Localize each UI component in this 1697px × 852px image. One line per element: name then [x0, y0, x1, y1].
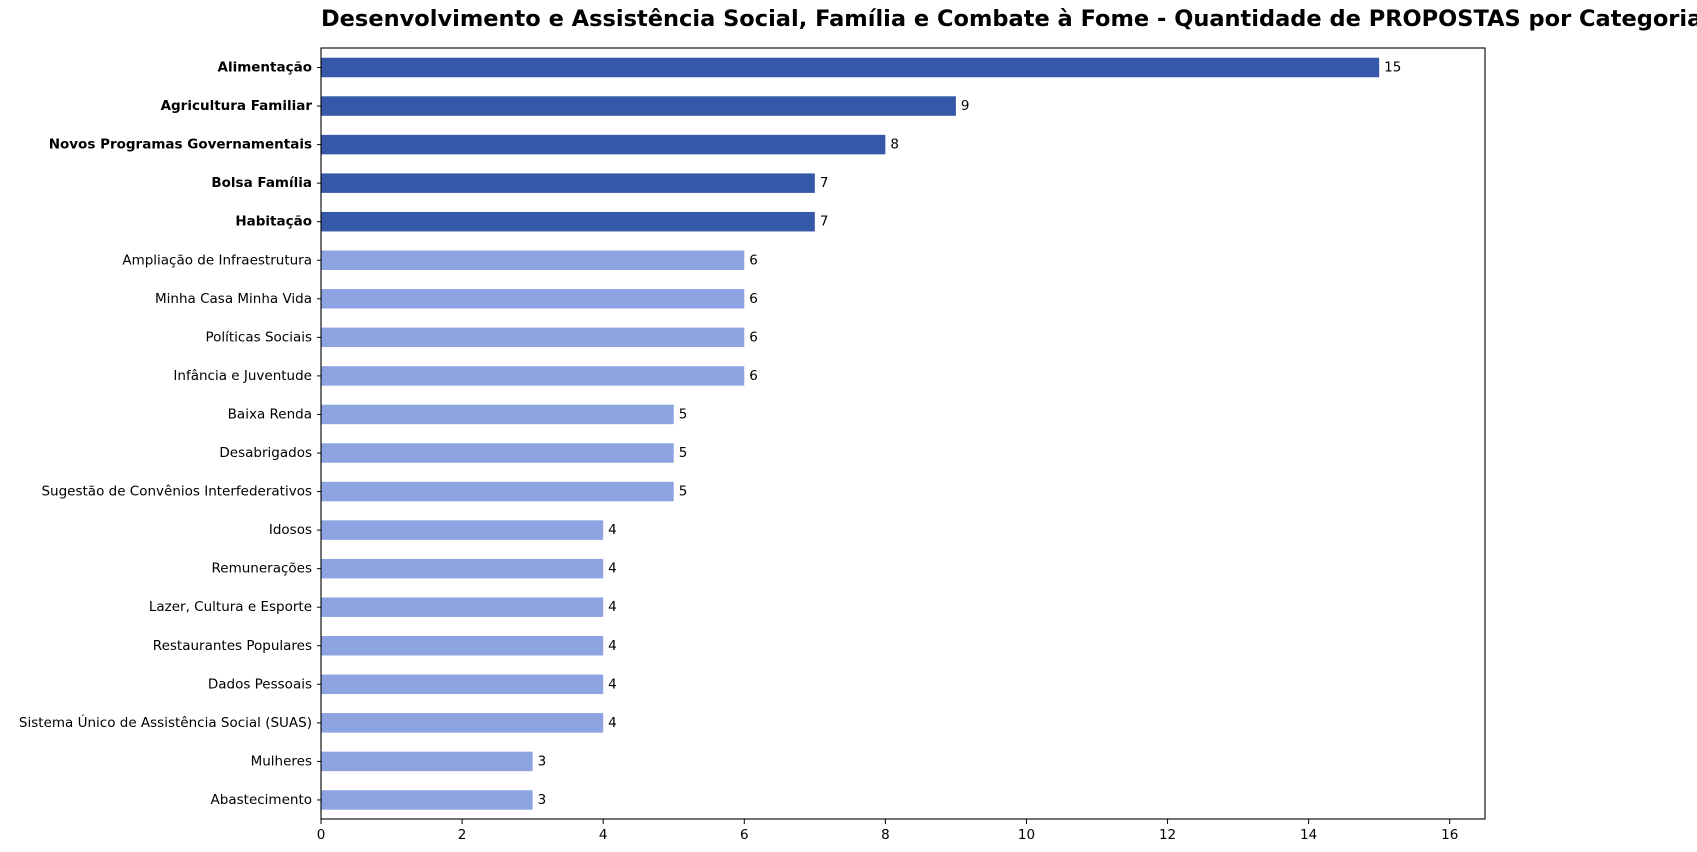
bar	[321, 366, 745, 386]
x-tick-label: 16	[1441, 827, 1458, 843]
value-label: 3	[538, 753, 547, 769]
bar	[321, 597, 604, 617]
x-tick-label: 6	[740, 827, 749, 843]
x-tick-label: 10	[1018, 827, 1035, 843]
bar	[321, 481, 674, 502]
bar	[321, 250, 745, 270]
category-label: Baixa Renda	[228, 406, 312, 422]
bar	[321, 57, 1380, 78]
plot-frame	[320, 47, 1486, 820]
bar	[321, 636, 604, 656]
category-label: Alimentação	[218, 60, 313, 76]
x-tick-label: 2	[458, 827, 467, 843]
bar	[321, 751, 533, 772]
value-label: 4	[608, 676, 617, 692]
category-label: Remunerações	[212, 561, 313, 577]
category-label: Habitação	[235, 214, 312, 230]
x-tick-label: 14	[1300, 827, 1317, 843]
value-label: 7	[820, 214, 829, 230]
bar	[321, 520, 604, 540]
value-label: 6	[749, 252, 758, 268]
bar	[321, 327, 745, 348]
value-label: 8	[890, 137, 899, 153]
x-tick-label: 12	[1159, 827, 1176, 843]
bar	[321, 289, 745, 309]
value-label: 15	[1384, 60, 1401, 76]
value-label: 6	[749, 291, 758, 307]
category-label: Minha Casa Minha Vida	[155, 291, 312, 307]
x-tick-label: 8	[881, 827, 890, 843]
category-label: Agricultura Familiar	[161, 98, 313, 114]
bar	[321, 713, 604, 733]
category-label: Restaurantes Populares	[153, 638, 312, 654]
value-label: 5	[679, 484, 688, 500]
value-label: 9	[961, 98, 970, 114]
value-label: 6	[749, 368, 758, 384]
value-label: 4	[608, 561, 617, 577]
category-label: Ampliação de Infraestrutura	[122, 252, 312, 268]
category-label: Idosos	[269, 522, 312, 538]
value-label: 6	[749, 329, 758, 345]
category-label: Abastecimento	[211, 792, 312, 808]
category-label: Sugestão de Convênios Interfederativos	[41, 484, 312, 500]
bar	[321, 558, 604, 579]
bar	[321, 173, 815, 193]
value-label: 5	[679, 406, 688, 422]
category-label: Novos Programas Governamentais	[49, 137, 312, 153]
bar	[321, 674, 604, 695]
category-label: Sistema Único de Assistência Social (SUA…	[19, 713, 312, 731]
category-label: Lazer, Cultura e Esporte	[149, 599, 312, 615]
category-label: Mulheres	[251, 753, 312, 769]
category-label: Infância e Juventude	[173, 368, 312, 384]
category-label: Dados Pessoais	[208, 676, 312, 692]
value-label: 3	[538, 792, 547, 808]
x-tick-label: 0	[317, 827, 326, 843]
value-label: 4	[608, 522, 617, 538]
bar	[321, 790, 533, 810]
x-tick-label: 4	[599, 827, 608, 843]
bar	[321, 404, 674, 425]
value-label: 4	[608, 638, 617, 654]
value-label: 4	[608, 715, 617, 731]
chart-title: Desenvolvimento e Assistência Social, Fa…	[321, 6, 1697, 32]
category-label: Políticas Sociais	[205, 329, 312, 345]
value-label: 7	[820, 175, 829, 191]
bar	[321, 211, 815, 232]
bar	[321, 443, 674, 463]
category-label: Desabrigados	[219, 445, 312, 461]
category-label: Bolsa Família	[211, 175, 312, 191]
bar	[321, 134, 886, 155]
value-label: 5	[679, 445, 688, 461]
value-label: 4	[608, 599, 617, 615]
bar	[321, 96, 956, 116]
